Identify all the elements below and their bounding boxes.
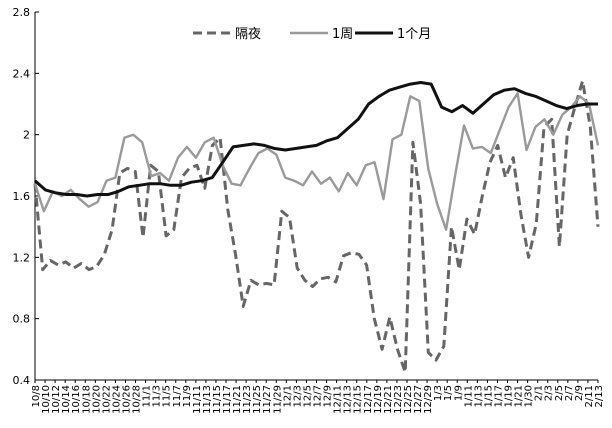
- x-tick-label: 10/8: [31, 385, 42, 407]
- x-tick-label: 2/11: [584, 385, 595, 407]
- x-tick-label: 1/13: [473, 385, 484, 407]
- series-line-0: [33, 79, 600, 374]
- x-tick-label: 11/1: [142, 385, 153, 407]
- x-tick-label: 10/12: [51, 385, 62, 414]
- x-tick-label: 2/13: [594, 385, 605, 407]
- x-tick-label: 12/11: [333, 385, 344, 414]
- x-tick-label: 10/24: [111, 385, 122, 414]
- x-tick-label: 12/19: [373, 385, 384, 414]
- x-tick-label: 10/16: [71, 385, 82, 414]
- x-axis: 10/8 10/10 10/12 10/14 10/16 10/18 10/20 10/22 1…: [31, 379, 605, 414]
- x-tick-label: 11/15: [212, 385, 223, 414]
- x-tick-label: 10/10: [41, 385, 52, 414]
- series-line-2: [34, 81, 598, 198]
- y-tick-label: 0.8: [13, 313, 31, 326]
- x-tick-label: 12/25: [403, 385, 414, 414]
- y-tick-label: 0.4: [13, 374, 31, 387]
- y-tick-label: 2.4: [13, 67, 31, 80]
- x-tick-label: 12/1: [282, 385, 293, 407]
- x-tick-label: 2/7: [564, 385, 575, 401]
- x-tick-label: 12/9: [323, 385, 334, 407]
- x-tick-label: 1/5: [443, 385, 454, 401]
- legend: 隔夜 1周 1个月: [193, 27, 431, 42]
- x-tick-label: 2/9: [574, 385, 585, 401]
- x-tick-label: 11/25: [252, 385, 263, 414]
- x-tick-label: 1/19: [504, 385, 515, 407]
- x-tick-label: 11/27: [262, 385, 273, 414]
- x-tick-label: 11/3: [152, 385, 163, 407]
- x-tick-label: 10/22: [101, 385, 112, 414]
- x-tick-label: 10/18: [81, 385, 92, 414]
- x-tick-label: 1/15: [483, 385, 494, 407]
- series-layer: [33, 79, 600, 374]
- x-tick-label: 12/7: [313, 385, 324, 407]
- x-tick-label: 11/9: [182, 385, 193, 407]
- x-tick-label: 11/17: [222, 385, 233, 414]
- x-tick-label: 12/13: [343, 385, 354, 414]
- x-tick-label: 11/7: [172, 385, 183, 407]
- x-tick-label: 11/23: [242, 385, 253, 414]
- y-tick-label: 2: [23, 129, 30, 142]
- x-tick-label: 10/20: [91, 385, 102, 414]
- x-tick-label: 1/17: [493, 385, 504, 407]
- x-tick-label: 12/15: [353, 385, 364, 414]
- x-tick-label: 12/3: [292, 385, 303, 407]
- x-tick-label: 1/3: [433, 385, 444, 401]
- x-tick-label: 12/17: [363, 385, 374, 414]
- y-tick-label: 1.2: [13, 251, 31, 264]
- x-tick-label: 11/11: [192, 385, 203, 414]
- x-tick-label: 11/5: [162, 385, 173, 407]
- x-tick-label: 12/29: [423, 385, 434, 414]
- x-tick-label: 12/23: [393, 385, 404, 414]
- x-tick-label: 2/3: [544, 385, 555, 401]
- x-tick-label: 10/28: [132, 385, 143, 414]
- x-tick-label: 2/1: [534, 385, 545, 401]
- x-tick-label: 1/30: [524, 385, 535, 407]
- x-tick-label: 10/14: [61, 385, 72, 414]
- x-tick-label: 12/27: [413, 385, 424, 414]
- x-tick-label: 2/5: [554, 385, 565, 401]
- x-tick-label: 11/29: [272, 385, 283, 414]
- x-tick-label: 12/21: [383, 385, 394, 414]
- x-tick-label: 11/21: [232, 385, 243, 414]
- x-tick-label: 1/21: [514, 385, 525, 407]
- series-line-1: [33, 92, 600, 231]
- y-tick-label: 1.6: [13, 190, 31, 203]
- legend-label-2: 1个月: [397, 27, 431, 42]
- x-tick-label: 1/11: [463, 385, 474, 407]
- y-axis: 0.4 0.8 1.2 1.6 2 2.4 2.8: [13, 6, 39, 387]
- legend-label-0: 隔夜: [235, 27, 261, 42]
- x-tick-label: 10/26: [121, 385, 132, 414]
- x-tick-label: 1/9: [453, 385, 464, 401]
- y-tick-label: 2.8: [13, 6, 31, 19]
- x-tick-label: 12/5: [302, 385, 313, 407]
- x-tick-label: 11/13: [202, 385, 213, 414]
- legend-label-1: 1周: [332, 27, 353, 42]
